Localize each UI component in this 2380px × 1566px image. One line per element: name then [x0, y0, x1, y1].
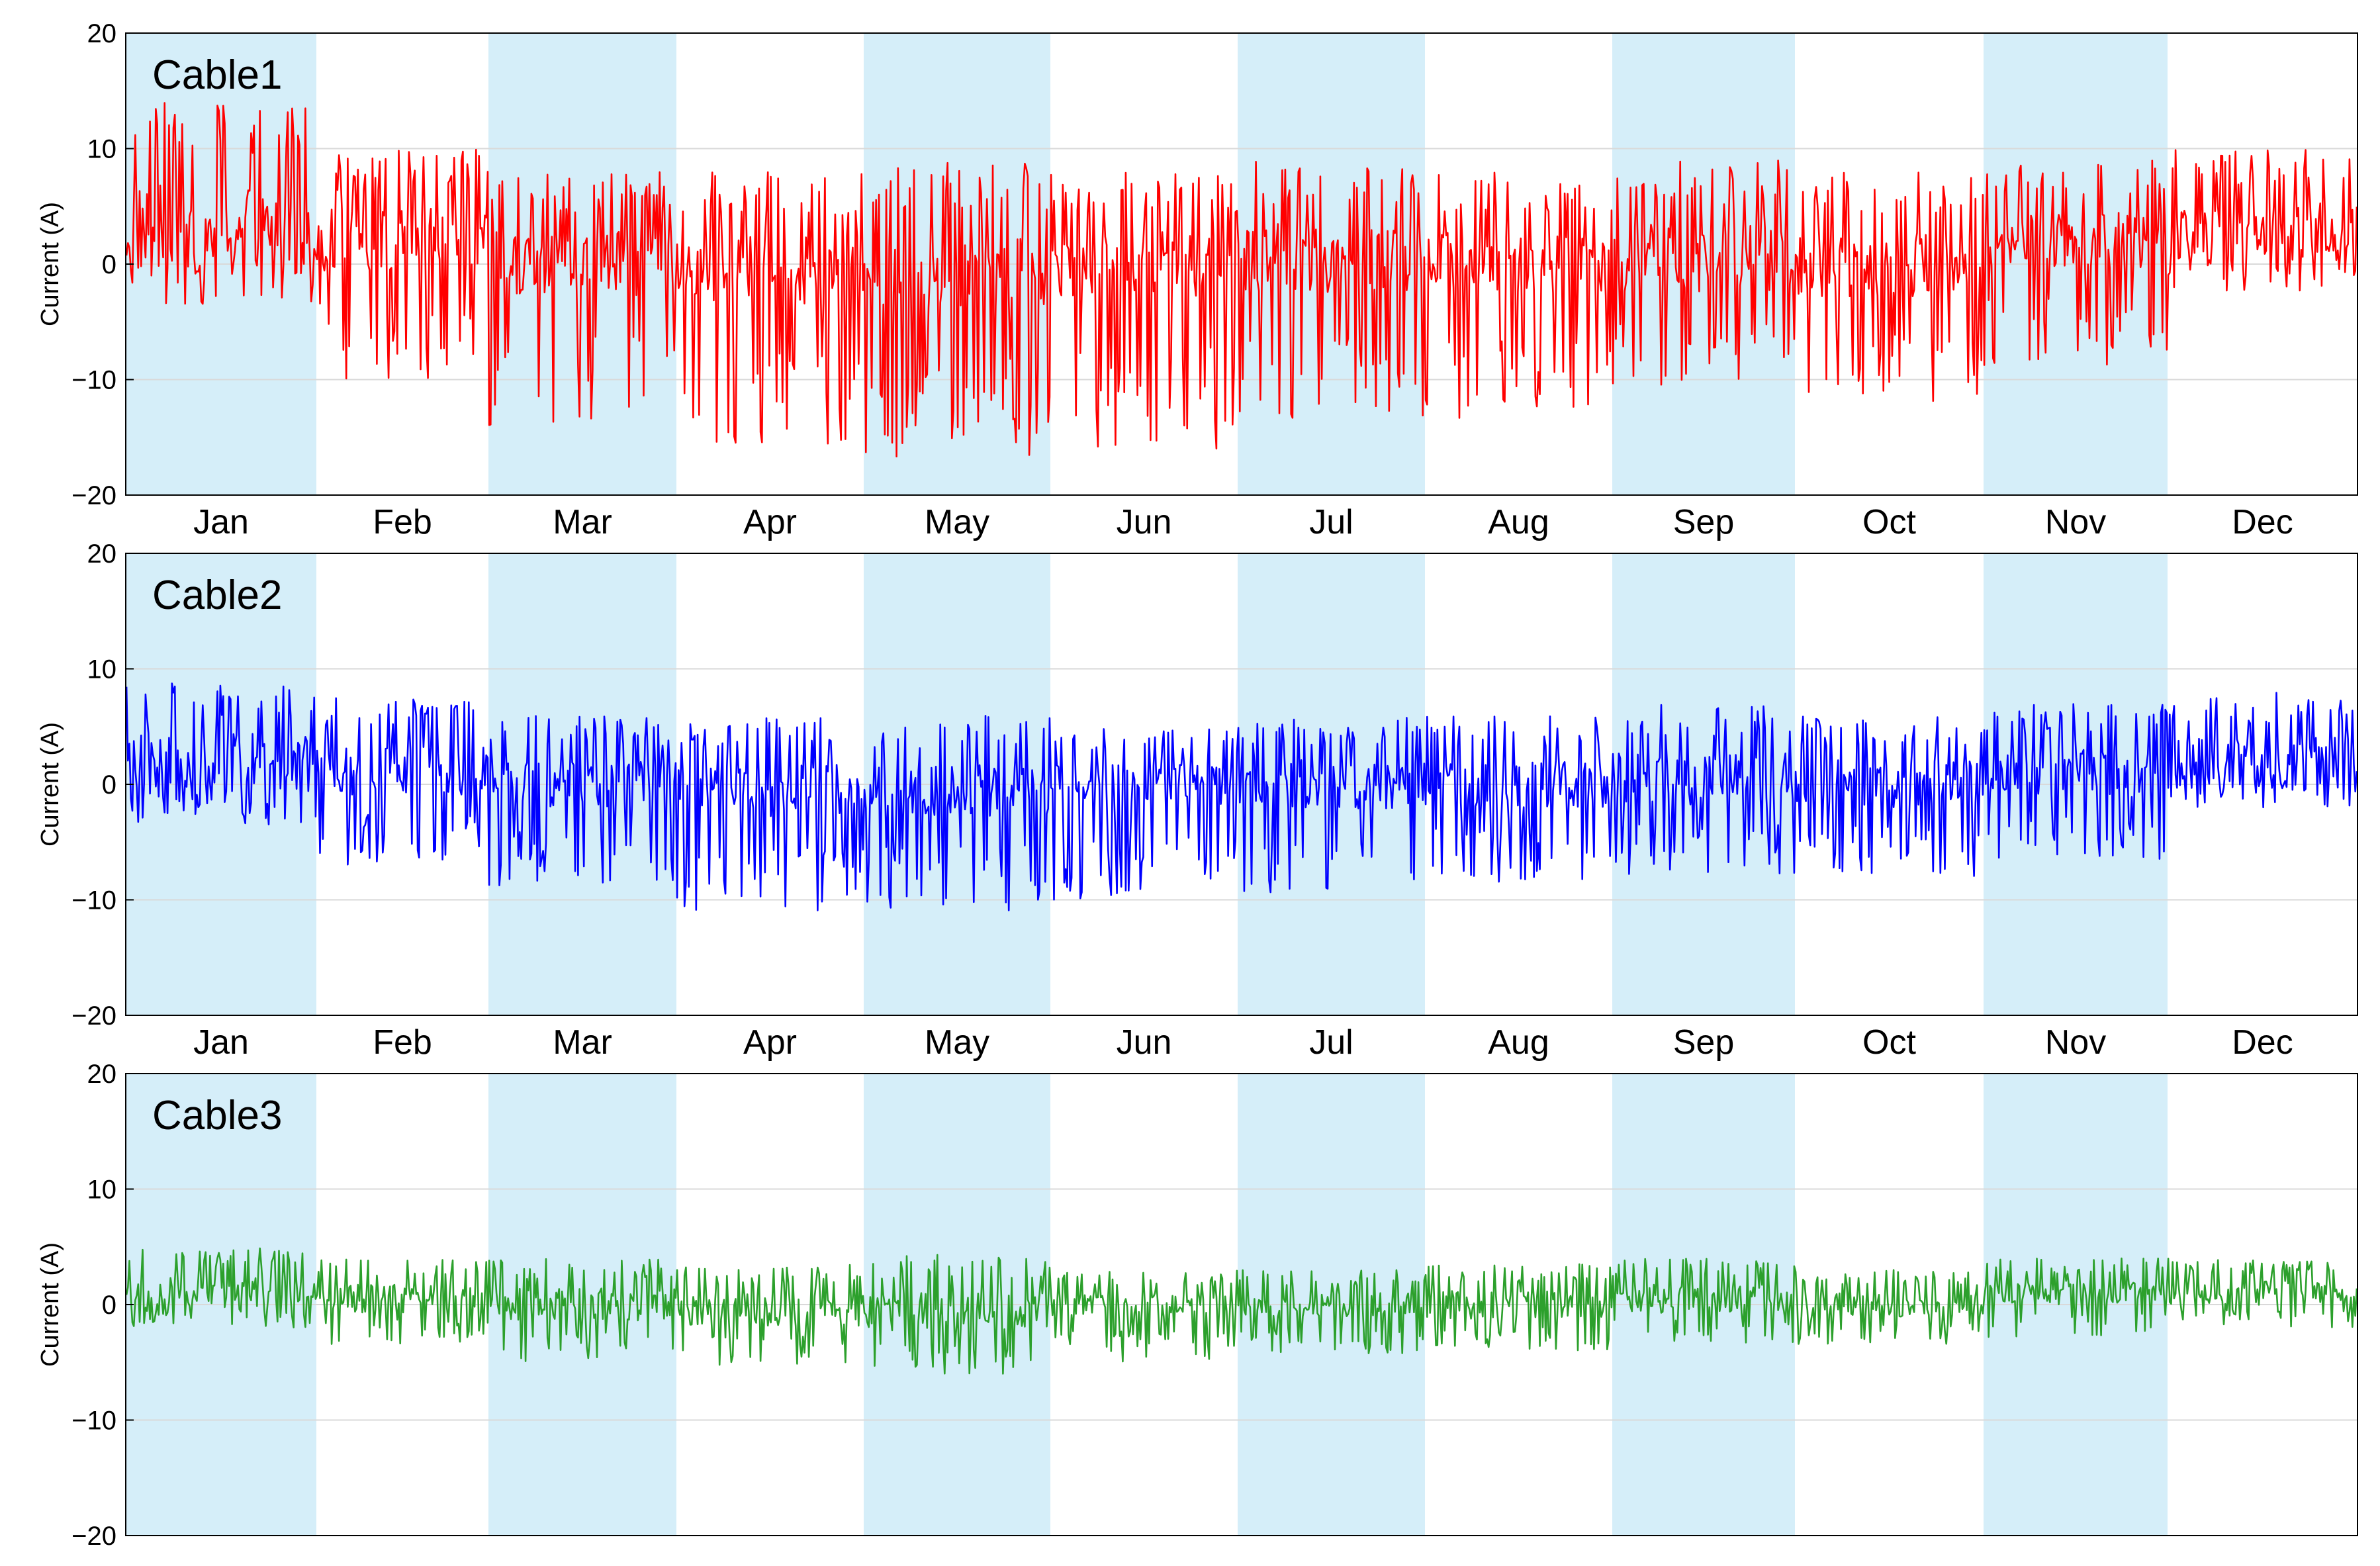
y-tick-label: 10	[87, 1175, 117, 1205]
y-tick-label: 20	[87, 19, 117, 48]
panel-title: Cable2	[152, 573, 282, 618]
x-tick-label: Apr	[743, 1023, 797, 1062]
y-tick-label: −10	[71, 1406, 116, 1436]
panel-3: 20 10 0 −10 −20 Current (A) Cable3	[36, 1060, 2358, 1551]
x-tick-label: Jan	[193, 1023, 249, 1062]
x-tick-label: Mar	[553, 503, 612, 541]
series-line	[125, 682, 2358, 911]
x-tick-label: Jun	[1117, 1023, 1172, 1062]
x-tick-label: Feb	[373, 503, 432, 541]
y-tick-label: −10	[71, 366, 116, 395]
y-tick-label: −10	[71, 886, 116, 915]
x-tick-label: Nov	[2045, 1023, 2106, 1062]
y-tick-label: 20	[87, 1060, 117, 1089]
panel-1: 20 10 0 −10 −20 Current (A) Cable1 Jan Feb Mar Apr…	[36, 19, 2358, 541]
x-tick-label: Apr	[743, 503, 797, 541]
x-tick-label: Aug	[1488, 1023, 1549, 1062]
x-tick-label: Jan	[193, 503, 249, 541]
x-tick-label: Oct	[1862, 1023, 1916, 1062]
y-axis-label: Current (A)	[36, 1242, 64, 1367]
panel-2: 20 10 0 −10 −20 Current (A) Cable2 Jan Feb Mar Apr…	[36, 539, 2358, 1062]
y-tick-label: 10	[87, 135, 117, 164]
y-tick-label: 0	[102, 770, 116, 800]
x-tick-label: Sep	[1673, 1023, 1735, 1062]
series-line	[125, 1247, 2358, 1375]
y-tick-label: 0	[102, 250, 116, 279]
x-tick-label: Aug	[1488, 503, 1549, 541]
x-tick-label: Oct	[1862, 503, 1916, 541]
y-axis-label: Current (A)	[36, 202, 64, 326]
y-tick-label: −20	[71, 1522, 116, 1551]
x-tick-label: Nov	[2045, 503, 2106, 541]
x-tick-label: Mar	[553, 1023, 612, 1062]
x-tick-label: Sep	[1673, 503, 1735, 541]
x-tick-label: Feb	[373, 1023, 432, 1062]
y-tick-label: −20	[71, 481, 116, 510]
x-tick-label: Jul	[1309, 503, 1353, 541]
x-tick-label: Jun	[1117, 503, 1172, 541]
y-tick-label: 20	[87, 539, 117, 569]
y-tick-label: 0	[102, 1291, 116, 1320]
y-tick-label: 10	[87, 655, 117, 684]
x-tick-label: May	[925, 503, 989, 541]
panel-title: Cable1	[152, 52, 282, 98]
x-tick-label: Dec	[2232, 1023, 2293, 1062]
series-line	[125, 102, 2358, 457]
y-tick-label: −20	[71, 1001, 116, 1031]
x-tick-label: May	[925, 1023, 989, 1062]
y-axis-label: Current (A)	[36, 722, 64, 847]
x-tick-label: Dec	[2232, 503, 2293, 541]
panel-title: Cable3	[152, 1093, 282, 1138]
x-tick-label: Jul	[1309, 1023, 1353, 1062]
